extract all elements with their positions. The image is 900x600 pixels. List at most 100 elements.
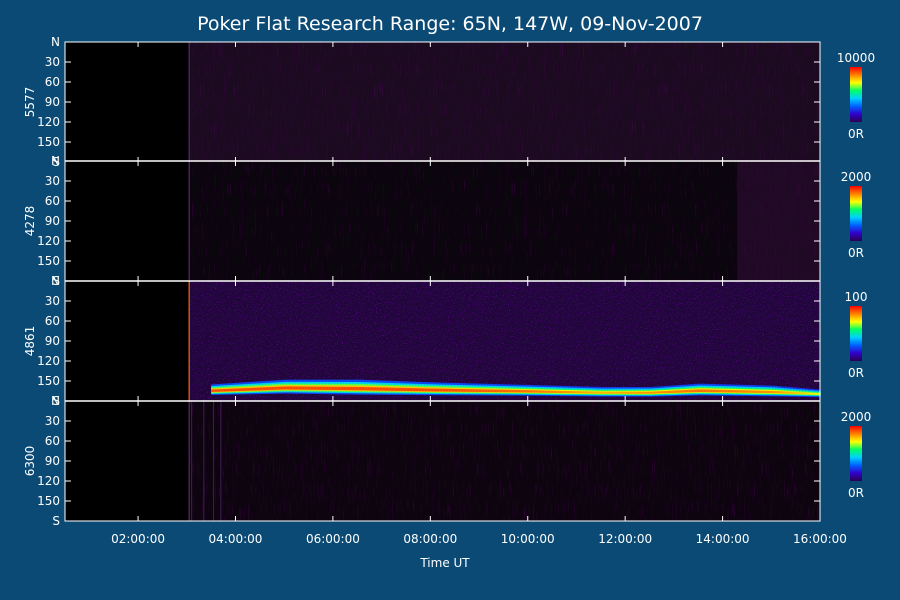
arc-strip [574, 391, 578, 394]
arc-strip [706, 389, 710, 393]
arc-strip [505, 389, 509, 393]
colorbar-max-label: 100 [845, 290, 868, 304]
arc-strip [565, 390, 569, 394]
panel-4278: N 30 60 90 120 150 S 4278 2000 0R [23, 154, 871, 288]
colorbar-max-label: 2000 [841, 410, 872, 424]
arc-strip [583, 391, 587, 394]
arc-strip [601, 391, 605, 394]
arc-strip [535, 390, 539, 393]
arc-strip [685, 390, 689, 393]
arc-strip [619, 391, 623, 394]
arc-strip [244, 388, 248, 391]
arc-strip [322, 386, 326, 390]
arc-strip [772, 390, 776, 394]
arc-strip [631, 391, 635, 394]
colorbar-min-label: 0R [848, 246, 864, 260]
arc-strip [448, 388, 452, 392]
y-tick-label: 90 [45, 95, 60, 109]
colorbar [850, 67, 862, 122]
arc-strip [361, 387, 365, 391]
arc-strip [742, 390, 746, 393]
chart-title: Poker Flat Research Range: 65N, 147W, 09… [197, 13, 703, 35]
arc-strip [688, 389, 692, 393]
arc-strip [727, 389, 731, 393]
arc-strip [415, 388, 419, 392]
emission-texture [189, 401, 821, 521]
colorbar [850, 186, 862, 241]
colorbar [850, 306, 862, 361]
arc-strip [346, 386, 350, 391]
arc-strip [625, 391, 629, 394]
arc-strip [352, 386, 356, 391]
y-tick-label: 120 [37, 234, 60, 248]
arc-strip [595, 391, 599, 394]
arc-strip [481, 389, 485, 392]
arc-strip [598, 391, 602, 394]
arc-strip [445, 388, 449, 392]
arc-strip [736, 390, 740, 393]
arc-strip [556, 390, 560, 394]
arc-strip [409, 388, 413, 392]
arc-strip [571, 391, 575, 394]
arc-strip [349, 386, 353, 391]
panel-6300: N 30 60 90 120 150 S 6300 2000 0R [23, 394, 871, 528]
y-tick-label: 90 [45, 214, 60, 228]
arc-strip [784, 391, 788, 394]
arc-strip [451, 388, 455, 392]
arc-strip [250, 387, 254, 391]
arc-strip [457, 389, 461, 392]
arc-strip [604, 391, 608, 394]
arc-strip [271, 386, 275, 390]
arc-strip [364, 387, 368, 391]
x-tick-label: 14:00:00 [696, 532, 750, 546]
y-tick-label: 30 [45, 55, 60, 69]
emission-texture [189, 161, 821, 281]
arc-strip [754, 390, 758, 393]
arc-strip [766, 390, 770, 394]
arc-strip [676, 390, 680, 393]
arc-strip [454, 388, 458, 392]
arc-strip [691, 389, 695, 393]
arc-strip [316, 386, 320, 390]
arc-strip [355, 386, 359, 391]
arc-strip [382, 387, 386, 391]
arc-strip [592, 391, 596, 394]
arc-strip [751, 390, 755, 393]
x-tick-label: 08:00:00 [403, 532, 457, 546]
arc-strip [256, 387, 260, 391]
arc-strip [745, 390, 749, 393]
arc-strip [403, 387, 407, 391]
panel-4861: N 30 60 90 120 150 S 4861 100 0R [23, 274, 867, 408]
arc-strip [790, 391, 794, 394]
y-tick-label: 30 [45, 294, 60, 308]
y-tick-label: N [51, 35, 60, 49]
arc-strip [235, 388, 239, 392]
arc-strip [718, 389, 722, 393]
arc-strip [700, 389, 704, 393]
arc-strip [319, 386, 323, 390]
emission-texture [189, 42, 821, 162]
arc-strip [391, 387, 395, 391]
arc-strip [301, 386, 305, 390]
arc-strip [388, 387, 392, 391]
arc-strip [550, 390, 554, 393]
arc-strip [262, 387, 266, 391]
y-tick-label: 150 [37, 494, 60, 508]
arc-strip [394, 387, 398, 391]
arc-strip [643, 391, 647, 394]
arc-strip [802, 392, 806, 395]
panel-5577: N 30 60 90 120 150 S 5577 10000 0R [23, 35, 875, 169]
colorbar-max-label: 2000 [841, 170, 872, 184]
arc-strip [298, 386, 302, 390]
arc-strip [310, 386, 314, 390]
arc-strip [712, 389, 716, 393]
arc-strip [220, 389, 224, 392]
arc-strip [331, 386, 335, 390]
arc-strip [541, 390, 545, 393]
x-tick-label: 04:00:00 [209, 532, 263, 546]
y-tick-label: S [52, 155, 60, 169]
wavelength-label: 4278 [23, 206, 37, 237]
arc-strip [499, 389, 503, 393]
arc-strip [496, 389, 500, 393]
y-tick-label: 150 [37, 374, 60, 388]
